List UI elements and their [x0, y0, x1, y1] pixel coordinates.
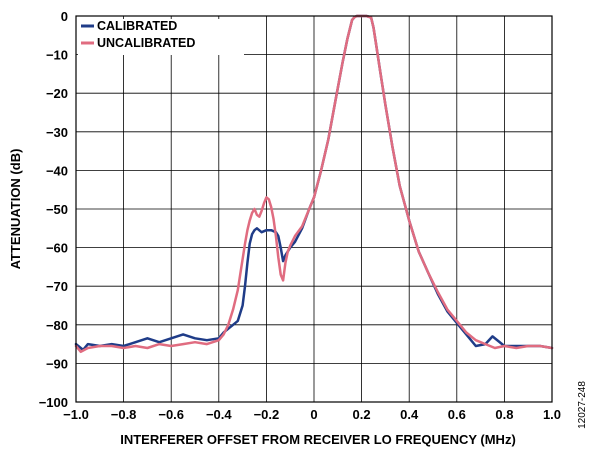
- y-tick-label: −10: [46, 48, 68, 63]
- y-tick-label: −90: [46, 356, 68, 371]
- legend-background: [78, 19, 244, 55]
- x-tick-label: 0.6: [448, 407, 466, 422]
- figure-id-label: 12027-248: [577, 381, 588, 429]
- y-tick-label: −20: [46, 86, 68, 101]
- x-tick-label: −0.4: [206, 407, 232, 422]
- y-tick-label: −70: [46, 279, 68, 294]
- y-tick-label: −100: [39, 395, 68, 410]
- legend-label-calibrated: CALIBRATED: [97, 19, 177, 33]
- x-tick-label: 0.8: [495, 407, 513, 422]
- x-tick-label: −1.0: [63, 407, 89, 422]
- x-tick-label: 0.2: [353, 407, 371, 422]
- x-tick-label: 1.0: [543, 407, 561, 422]
- x-axis-title: INTERFERER OFFSET FROM RECEIVER LO FREQU…: [120, 432, 516, 447]
- y-tick-label: −30: [46, 125, 68, 140]
- series-line-uncalibrated: [74, 14, 554, 354]
- y-tick-label: 0: [61, 9, 68, 24]
- x-tick-label: −0.2: [254, 407, 280, 422]
- x-tick-label: −0.8: [111, 407, 137, 422]
- x-tick-label: 0: [310, 407, 317, 422]
- y-tick-label: −80: [46, 318, 68, 333]
- x-tick-label: 0.4: [400, 407, 419, 422]
- y-tick-label: −40: [46, 163, 68, 178]
- legend-label-uncalibrated: UNCALIBRATED: [97, 36, 195, 50]
- y-axis-title: ATTENUATION (dB): [8, 149, 23, 270]
- x-tick-labels: −1.0 −0.8 −0.6 −0.4 −0.2 0 0.2 0.4 0.6 0.8 1.0: [63, 407, 561, 422]
- y-tick-label: −50: [46, 202, 68, 217]
- legend: CALIBRATED UNCALIBRATED: [78, 19, 244, 55]
- plot-frame: [75, 15, 553, 403]
- y-tick-label: −60: [46, 241, 68, 256]
- x-tick-label: −0.6: [158, 407, 184, 422]
- series-layer: [74, 14, 554, 354]
- y-tick-labels: 0 −10 −20 −30 −40 −50 −60 −70 −80 −90 −100: [39, 9, 68, 410]
